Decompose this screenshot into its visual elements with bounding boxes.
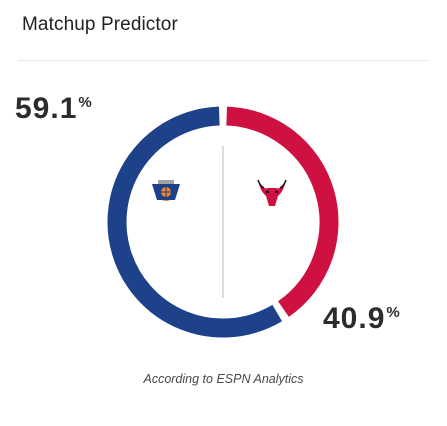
source-caption: According to ESPN Analytics xyxy=(143,372,304,386)
header-divider xyxy=(18,60,429,61)
right-team-percent-value: 40.9 xyxy=(323,302,386,335)
left-team-percent-value: 59.1 xyxy=(15,92,78,125)
knicks-logo-icon xyxy=(152,180,180,201)
bulls-arc xyxy=(226,106,339,317)
bulls-logo-icon xyxy=(257,179,287,206)
left-team-percent-unit: % xyxy=(78,94,93,111)
knicks-arc xyxy=(107,106,283,338)
right-team-percent-unit: % xyxy=(386,304,401,321)
page-title: Matchup Predictor xyxy=(22,14,178,35)
right-team-percentage: 40.9% xyxy=(323,302,401,336)
left-team-percentage: 59.1% xyxy=(15,92,93,126)
